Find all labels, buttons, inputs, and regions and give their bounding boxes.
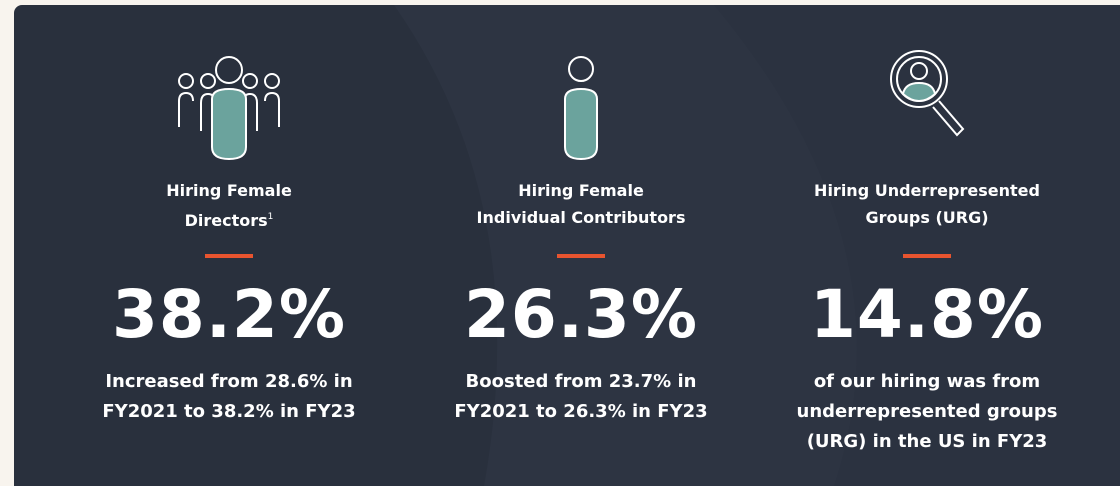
description: Boosted from 23.7% in FY2021 to 26.3% in … [411,367,751,427]
description: of our hiring was from underrepresented g… [757,367,1097,457]
title-line: Groups (URG) [757,204,1097,231]
stat-value: 14.8% [810,276,1044,353]
icon [159,47,299,167]
title-line: Hiring Female [411,177,751,204]
description-line: (URG) in the US in FY23 [806,431,1048,452]
title-text: Hiring Underrepresented [814,181,1040,200]
accent-rule [557,254,605,258]
stat-card: Hiring Female Individual Contributors 26.3… [411,5,751,486]
card-title: Hiring Female Directors1 [59,177,399,234]
title-text: Individual Contributors [476,208,686,227]
footnote-marker: 1 [267,212,274,222]
icon-graphic [178,56,280,161]
icon [857,47,997,167]
card-title: Hiring Underrepresented Groups (URG) [757,177,1097,231]
stat-card: Hiring Underrepresented Groups (URG) 14.8%… [757,5,1097,486]
accent-rule [205,254,253,258]
description-line: FY2021 to 26.3% in FY23 [454,401,708,422]
title-line: Hiring Underrepresented [757,177,1097,204]
title-text: Directors [184,211,268,230]
description: Increased from 28.6% in FY2021 to 38.2% i… [59,367,399,427]
stat-value: 26.3% [464,276,698,353]
title-text: Hiring Female [166,181,292,200]
accent-rule [903,254,951,258]
title-line: Individual Contributors [411,204,751,231]
icon [511,47,651,167]
description-line: Increased from 28.6% in [105,371,353,392]
description-line: underrepresented groups [796,401,1058,422]
description-line: Boosted from 23.7% in [465,371,697,392]
description-line: FY2021 to 38.2% in FY23 [102,401,356,422]
title-line: Hiring Female [59,177,399,204]
stat-value: 38.2% [112,276,346,353]
stats-panel: Hiring Female Directors1 38.2% Increased fr… [14,5,1120,486]
icon-graphic [564,56,598,161]
card-title: Hiring Female Individual Contributors [411,177,751,231]
icon-graphic [890,50,965,137]
title-line: Directors1 [59,204,399,234]
title-text: Groups (URG) [865,208,989,227]
description-line: of our hiring was from [813,371,1041,392]
stat-card: Hiring Female Directors1 38.2% Increased fr… [59,5,399,486]
title-text: Hiring Female [518,181,644,200]
